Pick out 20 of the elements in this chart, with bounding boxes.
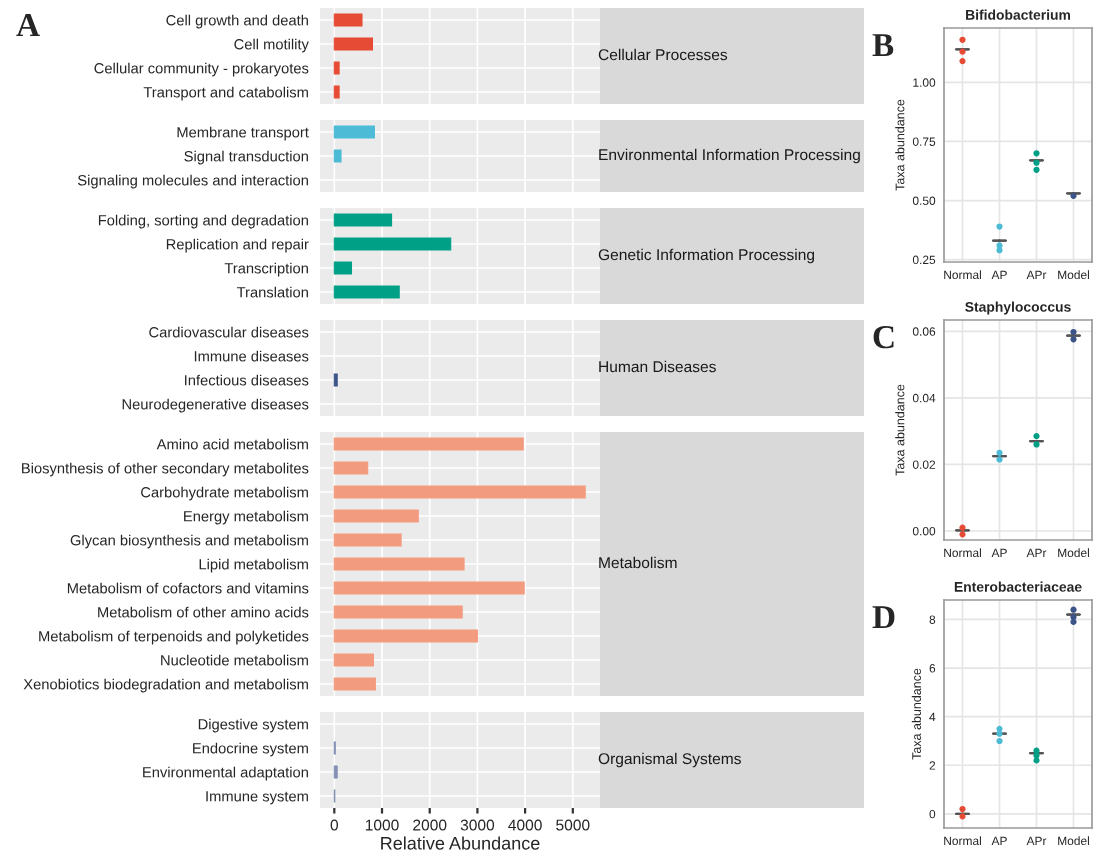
text: B <box>872 34 894 57</box>
bar <box>333 485 586 499</box>
bar <box>333 581 525 595</box>
bar <box>333 557 465 571</box>
bar <box>333 533 402 547</box>
bar <box>333 461 369 475</box>
text: A <box>16 14 40 37</box>
bar <box>333 509 419 523</box>
bar <box>333 677 376 691</box>
bar <box>333 237 452 251</box>
bar <box>333 605 463 619</box>
bar <box>333 653 374 667</box>
bar <box>333 285 400 299</box>
x-axis-title: Relative Abundance <box>381 836 540 850</box>
text: D <box>872 606 895 629</box>
text: C <box>873 325 894 349</box>
bar <box>333 437 524 451</box>
bar <box>333 629 478 643</box>
bar <box>333 213 393 227</box>
bar <box>333 261 353 275</box>
